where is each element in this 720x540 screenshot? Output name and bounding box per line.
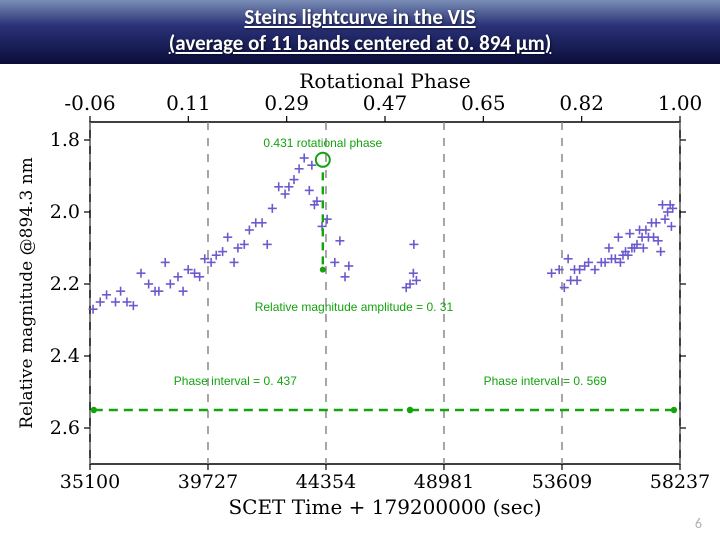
- svg-text:Phase interval = 0. 569: Phase interval = 0. 569: [484, 374, 607, 388]
- svg-text:2.4: 2.4: [50, 345, 80, 367]
- svg-text:0.29: 0.29: [264, 91, 309, 115]
- svg-text:58237: 58237: [650, 471, 710, 493]
- page-number: 6: [695, 515, 702, 532]
- svg-text:1.8: 1.8: [50, 129, 80, 151]
- title-bar: Steins lightcurve in the VIS (average of…: [0, 0, 720, 64]
- svg-text:1.00: 1.00: [658, 91, 703, 115]
- svg-text:44354: 44354: [296, 471, 356, 493]
- chart-container: 35100 39727 44354 48981 53609 58237 SCET Time …: [0, 64, 720, 528]
- svg-text:53609: 53609: [532, 471, 592, 493]
- title-line-1: Steins lightcurve in the VIS: [244, 4, 475, 30]
- title-line-2: (average of 11 bands centered at 0. 894 …: [169, 30, 552, 56]
- svg-text:0.82: 0.82: [559, 91, 604, 115]
- svg-text:Relative magnitude amplitude =: Relative magnitude amplitude = 0. 31: [255, 300, 454, 314]
- svg-text:Relative magnitude @894.3 nm: Relative magnitude @894.3 nm: [17, 157, 37, 429]
- svg-text:48981: 48981: [414, 471, 474, 493]
- slide-title: Steins lightcurve in the VIS (average of…: [0, 0, 720, 57]
- svg-text:0.47: 0.47: [363, 91, 408, 115]
- svg-text:35100: 35100: [60, 471, 120, 493]
- svg-text:2.6: 2.6: [50, 417, 80, 439]
- slide: Steins lightcurve in the VIS (average of…: [0, 0, 720, 540]
- svg-text:Phase interval = 0. 437: Phase interval = 0. 437: [174, 374, 297, 388]
- svg-text:39727: 39727: [178, 471, 238, 493]
- svg-text:2.2: 2.2: [50, 273, 80, 295]
- svg-text:Rotational Phase: Rotational Phase: [299, 69, 470, 93]
- lightcurve-chart: 35100 39727 44354 48981 53609 58237 SCET Time …: [0, 64, 720, 528]
- svg-text:-0.06: -0.06: [64, 91, 115, 115]
- svg-text:0.431 rotational phase: 0.431 rotational phase: [263, 136, 382, 150]
- svg-text:2.0: 2.0: [50, 201, 80, 223]
- svg-text:SCET Time + 179200000 (sec): SCET Time + 179200000 (sec): [228, 495, 541, 519]
- svg-text:0.11: 0.11: [166, 91, 211, 115]
- svg-text:0.65: 0.65: [461, 91, 506, 115]
